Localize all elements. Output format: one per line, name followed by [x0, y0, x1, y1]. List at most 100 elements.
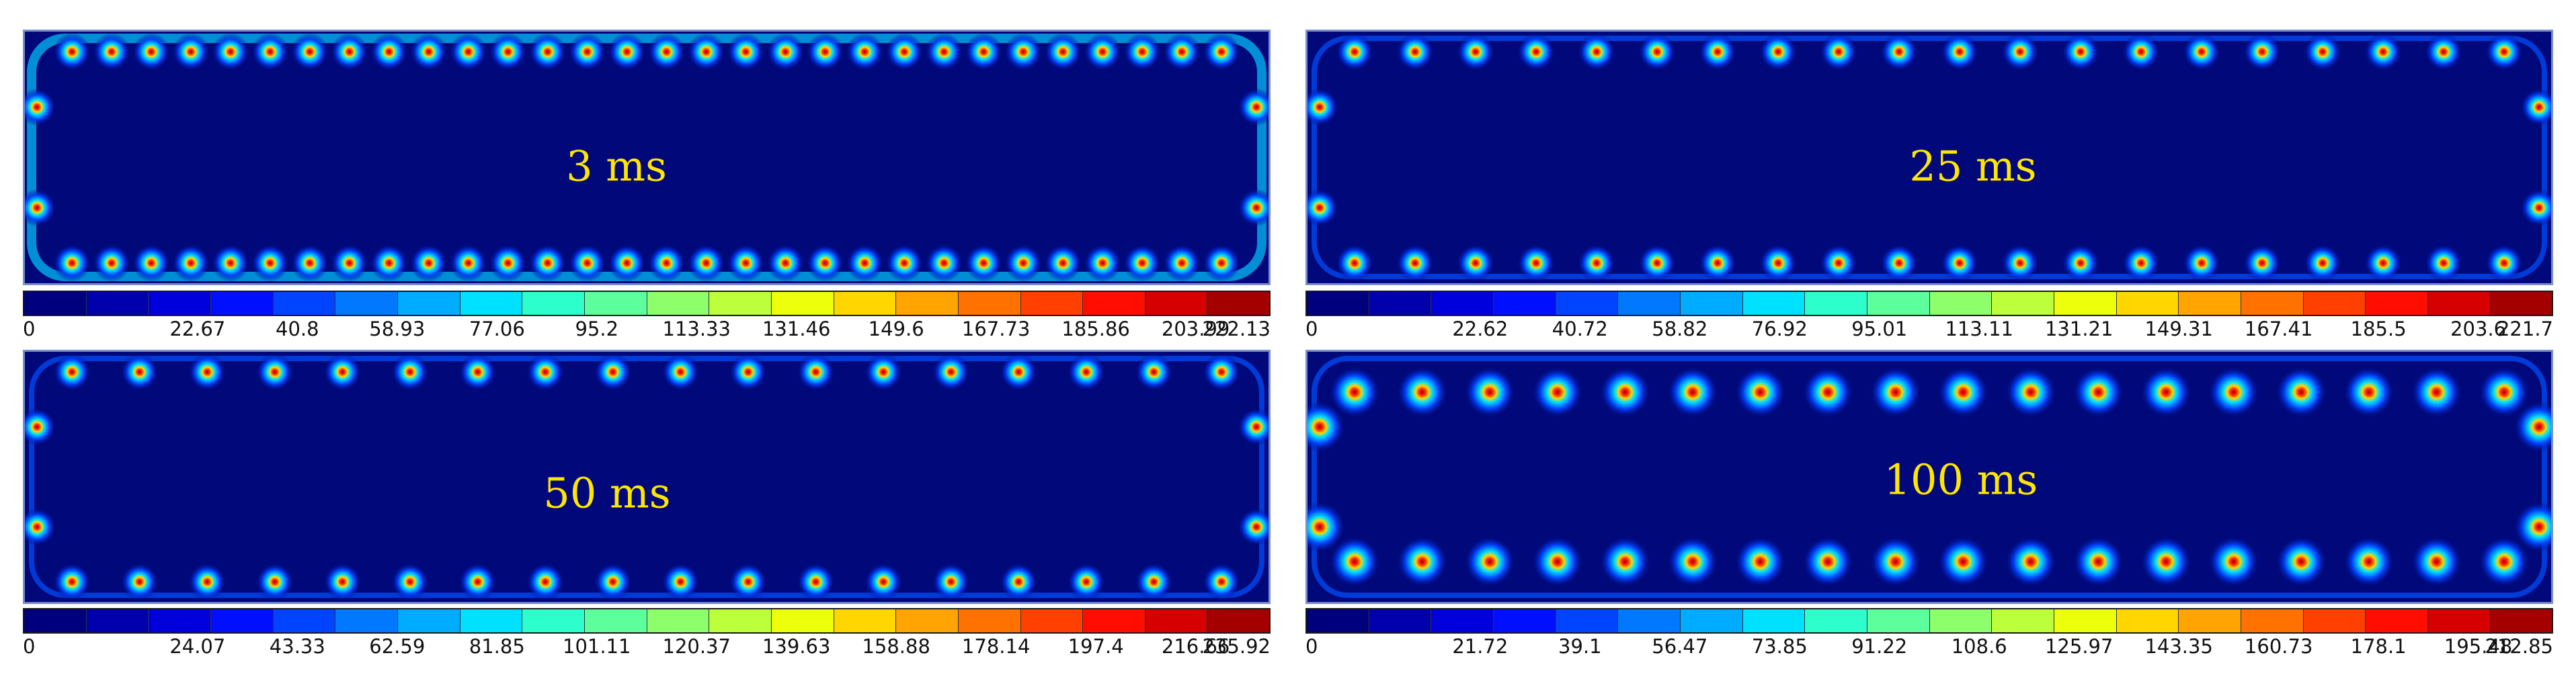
colorbar-tick-label: 203.99: [1161, 317, 1230, 340]
hotspot: [594, 563, 632, 601]
hotspot: [526, 563, 565, 601]
colorbar-tick-label: 40.8: [276, 317, 319, 340]
hotspot: [2072, 367, 2124, 418]
hotspot: [370, 33, 408, 71]
colorbar-tick-label: 235.92: [1202, 635, 1271, 658]
hotspot: [323, 353, 362, 391]
hotspot: [1084, 244, 1122, 282]
hotspot: [255, 563, 294, 601]
hotspot: [2485, 244, 2523, 282]
hotspot: [608, 244, 646, 282]
hotspot: [409, 33, 448, 71]
hotspot: [661, 353, 700, 391]
colorbar-segment: [584, 292, 647, 315]
colorbar-segment: [709, 609, 772, 632]
colorbar-tick-label: 149.31: [2144, 317, 2213, 340]
hotspot: [1084, 33, 1122, 71]
colorbar-segment: [771, 609, 834, 632]
hotspot: [2425, 244, 2462, 282]
colorbar-segment: [335, 609, 398, 632]
hotspot: [2513, 501, 2551, 553]
hotspot: [766, 33, 805, 71]
hotspot: [2005, 536, 2056, 587]
colorbar-tick-label: 0: [23, 317, 36, 340]
hotspot: [25, 408, 56, 446]
hotspot: [608, 33, 646, 71]
colorbar-tick-label: 221.7: [2497, 317, 2553, 340]
colorbar-segment: [86, 609, 149, 632]
hotspot: [255, 353, 294, 391]
hotspot: [1699, 33, 1736, 71]
time-label: 100 ms: [1884, 455, 2038, 504]
hotspot: [864, 353, 903, 391]
colorbar-segment: [2427, 609, 2491, 632]
hotspot: [729, 563, 767, 601]
panel-50ms: 50 ms: [23, 350, 1271, 605]
colorbar-segment: [1431, 609, 1494, 632]
hotspot: [1163, 244, 1201, 282]
hotspot: [1869, 367, 1921, 418]
colorbar-segment: [896, 292, 959, 315]
hotspot: [330, 244, 368, 282]
hotspot: [2304, 33, 2341, 71]
hotspot: [1941, 33, 1978, 71]
hotspot: [2001, 244, 2039, 282]
hotspot: [53, 33, 91, 71]
colorbar-segment: [2179, 292, 2241, 315]
colorbar-tick-label: 0: [1305, 317, 1318, 340]
colorbar-tick-label: 91.22: [1851, 635, 1908, 658]
colorbar-tick-label: 62.59: [369, 635, 426, 658]
colorbar-segment: [2427, 292, 2491, 315]
hotspot: [1163, 33, 1201, 71]
hotspot: [1517, 244, 1555, 282]
hotspot: [1802, 536, 1854, 587]
hotspot: [2425, 33, 2462, 71]
boundary-field: [1312, 356, 2547, 598]
colorbar-segment: [1083, 609, 1145, 632]
colorbar-tick-label: 167.41: [2244, 317, 2313, 340]
colorbar-segment: [522, 609, 585, 632]
hotspot: [489, 244, 527, 282]
colorbar-segment: [1556, 292, 1619, 315]
panel-100ms: 100 ms: [1305, 350, 2553, 605]
hotspot: [1123, 33, 1162, 71]
hotspot: [53, 353, 91, 391]
colorbar-tick-label: 58.93: [369, 317, 426, 340]
hotspot: [1238, 88, 1269, 126]
field-background: [1307, 32, 2551, 283]
hotspot: [1067, 563, 1105, 601]
colorbar-tick-label: 76.92: [1751, 317, 1808, 340]
hotspot: [1203, 33, 1240, 71]
hotspot: [211, 33, 249, 71]
colorbar-tick-label: 158.88: [862, 635, 930, 658]
hotspot: [1307, 401, 1345, 453]
colorbar-segment: [273, 609, 336, 632]
colorbar-segment: [1020, 609, 1084, 632]
colorbar-segment: [2241, 609, 2304, 632]
colorbar-segment: [1992, 609, 2054, 632]
hotspot: [2479, 536, 2530, 587]
hotspot: [1329, 536, 1380, 587]
hotspot: [1464, 367, 1516, 418]
colorbar-segment: [2303, 609, 2366, 632]
hotspot: [1802, 367, 1854, 418]
field-svg: [1307, 32, 2551, 283]
hotspot: [2005, 367, 2056, 418]
hotspot: [1044, 244, 1082, 282]
colorbar: [1305, 291, 2553, 316]
colorbar-segment: [1929, 292, 1993, 315]
hotspot: [391, 563, 429, 601]
hotspot: [647, 33, 686, 71]
colorbar-segment: [1493, 609, 1556, 632]
hotspot: [1880, 33, 1918, 71]
hotspot: [1396, 536, 1448, 587]
hotspot: [2062, 33, 2099, 71]
colorbar-segment: [2490, 609, 2552, 632]
colorbar-segment: [1145, 609, 1208, 632]
hotspot: [2343, 536, 2394, 587]
hotspot: [2072, 536, 2124, 587]
hotspot: [1203, 563, 1240, 601]
hotspot: [885, 33, 924, 71]
colorbar-segment: [771, 292, 834, 315]
hotspot: [1396, 244, 1434, 282]
